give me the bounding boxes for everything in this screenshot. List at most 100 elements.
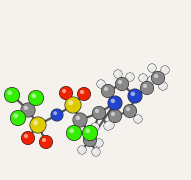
Circle shape bbox=[108, 96, 122, 111]
Circle shape bbox=[77, 87, 91, 101]
Circle shape bbox=[80, 90, 84, 94]
Circle shape bbox=[96, 80, 105, 89]
Circle shape bbox=[24, 106, 28, 110]
Circle shape bbox=[91, 123, 99, 131]
Circle shape bbox=[147, 64, 156, 73]
Circle shape bbox=[29, 116, 46, 134]
Circle shape bbox=[128, 89, 142, 103]
Circle shape bbox=[91, 147, 100, 156]
Circle shape bbox=[148, 76, 156, 84]
Circle shape bbox=[92, 148, 100, 156]
Circle shape bbox=[10, 110, 26, 126]
Circle shape bbox=[78, 145, 87, 154]
Circle shape bbox=[92, 124, 95, 127]
Circle shape bbox=[134, 114, 142, 123]
Circle shape bbox=[65, 97, 81, 113]
Circle shape bbox=[62, 89, 66, 93]
Circle shape bbox=[162, 67, 165, 70]
Circle shape bbox=[124, 105, 136, 117]
Circle shape bbox=[69, 128, 74, 133]
Circle shape bbox=[111, 112, 115, 116]
Circle shape bbox=[118, 80, 122, 84]
Circle shape bbox=[135, 116, 138, 119]
Circle shape bbox=[98, 81, 101, 84]
Circle shape bbox=[22, 132, 34, 144]
Circle shape bbox=[53, 111, 57, 115]
Circle shape bbox=[148, 64, 156, 72]
Circle shape bbox=[108, 110, 121, 122]
Circle shape bbox=[115, 71, 118, 74]
Circle shape bbox=[50, 109, 63, 122]
Circle shape bbox=[95, 138, 104, 147]
Circle shape bbox=[93, 107, 105, 120]
Circle shape bbox=[67, 126, 81, 140]
Circle shape bbox=[111, 99, 115, 103]
Circle shape bbox=[123, 104, 137, 118]
Circle shape bbox=[86, 136, 90, 140]
Circle shape bbox=[73, 113, 87, 127]
Circle shape bbox=[125, 73, 134, 82]
Circle shape bbox=[24, 134, 28, 138]
Circle shape bbox=[29, 91, 43, 105]
Circle shape bbox=[95, 109, 99, 113]
Circle shape bbox=[101, 84, 115, 98]
Circle shape bbox=[30, 117, 46, 133]
Circle shape bbox=[139, 74, 147, 82]
Circle shape bbox=[82, 125, 98, 141]
Circle shape bbox=[21, 103, 35, 117]
Circle shape bbox=[76, 116, 80, 120]
Circle shape bbox=[143, 84, 147, 88]
Circle shape bbox=[42, 138, 46, 142]
Circle shape bbox=[160, 66, 169, 75]
Circle shape bbox=[113, 69, 122, 78]
Circle shape bbox=[5, 88, 19, 102]
Circle shape bbox=[159, 82, 168, 91]
Circle shape bbox=[66, 125, 82, 141]
Circle shape bbox=[141, 82, 153, 94]
Circle shape bbox=[134, 115, 142, 123]
Circle shape bbox=[68, 100, 73, 105]
Circle shape bbox=[11, 111, 25, 125]
Circle shape bbox=[33, 120, 38, 125]
Circle shape bbox=[161, 66, 169, 74]
Circle shape bbox=[97, 80, 105, 88]
Circle shape bbox=[59, 86, 73, 100]
Circle shape bbox=[140, 81, 154, 95]
Circle shape bbox=[107, 122, 110, 125]
Circle shape bbox=[78, 146, 86, 154]
Circle shape bbox=[4, 87, 20, 103]
Circle shape bbox=[154, 74, 158, 78]
Circle shape bbox=[92, 106, 106, 120]
Circle shape bbox=[78, 87, 91, 100]
Circle shape bbox=[13, 113, 18, 118]
Circle shape bbox=[126, 107, 130, 111]
Circle shape bbox=[152, 72, 164, 84]
Circle shape bbox=[115, 77, 129, 91]
Circle shape bbox=[149, 77, 152, 80]
Circle shape bbox=[108, 109, 122, 123]
Circle shape bbox=[126, 73, 134, 81]
Circle shape bbox=[105, 120, 114, 129]
Circle shape bbox=[138, 73, 147, 82]
Circle shape bbox=[85, 128, 90, 133]
Circle shape bbox=[104, 122, 112, 130]
Circle shape bbox=[140, 75, 143, 78]
Circle shape bbox=[91, 123, 100, 132]
Circle shape bbox=[60, 87, 72, 99]
Circle shape bbox=[65, 96, 82, 114]
Circle shape bbox=[108, 96, 122, 110]
Circle shape bbox=[116, 78, 128, 90]
Circle shape bbox=[73, 112, 87, 127]
Circle shape bbox=[102, 85, 114, 97]
Circle shape bbox=[128, 89, 142, 104]
Circle shape bbox=[93, 149, 96, 152]
Circle shape bbox=[106, 121, 114, 129]
Circle shape bbox=[104, 122, 112, 130]
Circle shape bbox=[147, 75, 156, 84]
Circle shape bbox=[95, 139, 103, 147]
Circle shape bbox=[83, 126, 97, 140]
Circle shape bbox=[114, 70, 122, 78]
Circle shape bbox=[96, 140, 99, 143]
Circle shape bbox=[104, 87, 108, 91]
Circle shape bbox=[105, 123, 108, 126]
